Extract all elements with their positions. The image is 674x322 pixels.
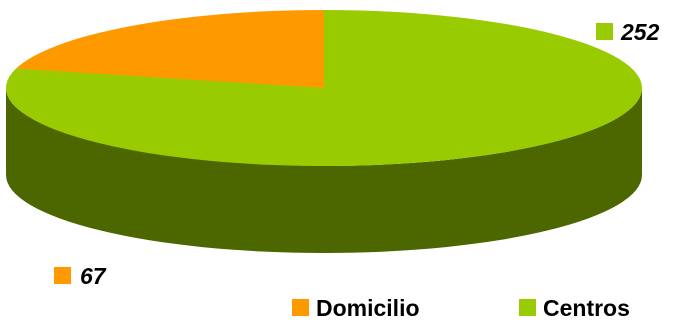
data-label-domicilio-swatch <box>54 267 71 284</box>
data-label-centros: 252 <box>596 19 660 45</box>
pie-slice-domicilio <box>15 9 324 88</box>
data-label-domicilio: 67 <box>54 263 107 289</box>
data-label-domicilio-text: 67 <box>80 263 107 289</box>
data-label-centros-text: 252 <box>620 19 660 45</box>
legend-item-domicilio: Domicilio <box>292 295 420 321</box>
data-label-centros-swatch <box>596 23 613 40</box>
legend-swatch-centros <box>519 299 536 316</box>
legend-label-domicilio: Domicilio <box>316 295 420 321</box>
legend-item-centros: Centros <box>519 295 630 321</box>
pie-tops <box>5 9 642 166</box>
pie-slice-centros <box>5 10 642 166</box>
legend-swatch-domicilio <box>292 299 309 316</box>
legend: Domicilio Centros <box>292 295 630 321</box>
legend-label-centros: Centros <box>543 295 630 321</box>
